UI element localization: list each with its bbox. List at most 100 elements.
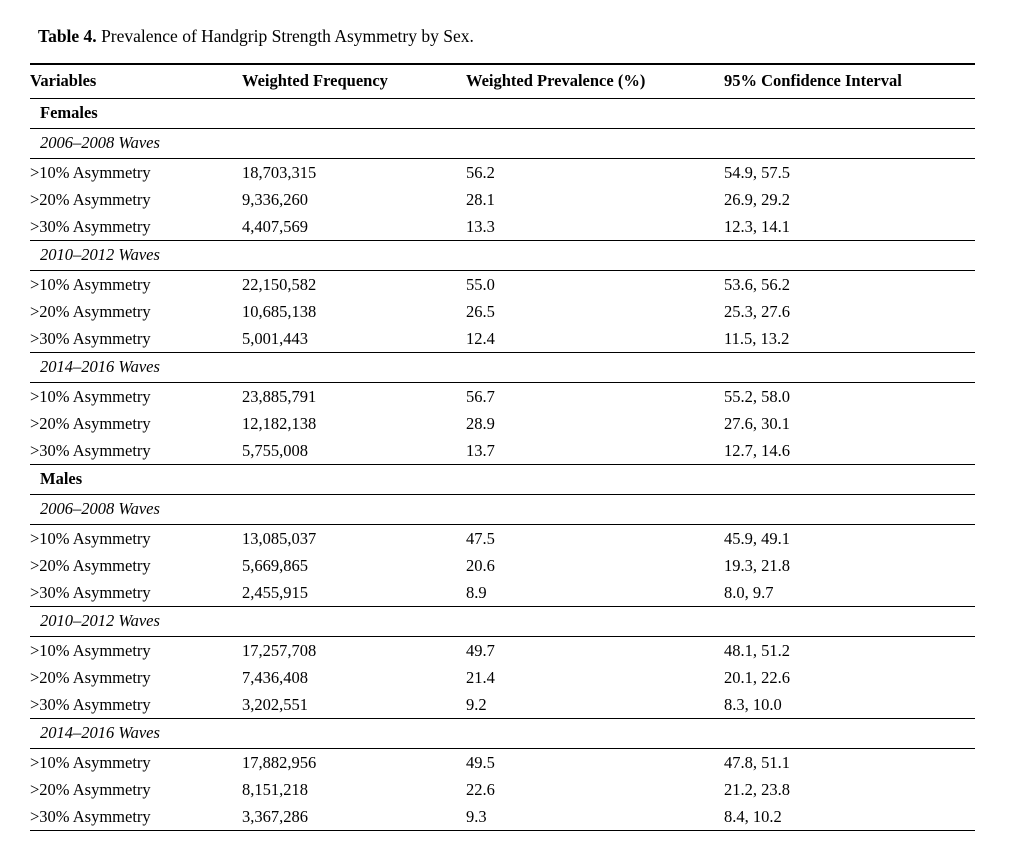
frequency-cell: 8,151,218 [242,779,308,799]
confidence-interval-cell: 12.3, 14.1 [724,212,975,241]
confidence-interval-cell: 45.9, 49.1 [724,528,790,548]
variable-cell: >20% Asymmetry [30,667,151,687]
sex-section-row: Males [30,464,975,495]
confidence-interval-cell: 19.3, 21.8 [724,555,790,575]
variable-cell: >30% Asymmetry [30,690,242,719]
variable-cell: >10% Asymmetry [30,752,151,772]
table-caption-label: Table 4. [38,26,97,46]
frequency-cell: 13,085,037 [242,528,317,548]
frequency-cell: 17,882,956 [242,752,317,772]
wave-subsection-header: 2006–2008 Waves [30,128,975,159]
frequency-cell: 4,407,569 [242,212,466,241]
table-row: >20% Asymmetry 12,182,138 28.9 27.6, 30.… [30,410,975,437]
table-row: >20% Asymmetry 7,436,408 21.4 20.1, 22.6 [30,664,975,691]
confidence-interval-cell: 8.3, 10.0 [724,690,975,719]
table-row: >20% Asymmetry 8,151,218 22.6 21.2, 23.8 [30,776,975,803]
frequency-cell: 10,685,138 [242,301,317,321]
table-row: >30% Asymmetry 2,455,915 8.9 8.0, 9.7 [30,578,975,607]
prevalence-cell: 22.6 [466,779,495,799]
prevalence-cell: 49.5 [466,752,495,772]
table-caption-text: Prevalence of Handgrip Strength Asymmetr… [96,26,474,46]
wave-subsection-row: 2006–2008 Waves [30,128,975,159]
prevalence-table: Variables Weighted Frequency Weighted Pr… [30,62,975,831]
frequency-cell: 5,755,008 [242,436,466,465]
frequency-cell: 12,182,138 [242,413,317,433]
frequency-cell: 5,001,443 [242,324,466,353]
confidence-interval-cell: 11.5, 13.2 [724,324,975,353]
wave-subsection-header: 2014–2016 Waves [30,352,975,383]
variable-cell: >30% Asymmetry [30,212,242,241]
prevalence-cell: 21.4 [466,667,495,687]
confidence-interval-cell: 53.6, 56.2 [724,274,790,294]
column-header-confidence-interval: 95% Confidence Interval [724,62,975,99]
confidence-interval-cell: 25.3, 27.6 [724,301,790,321]
prevalence-cell: 9.2 [466,690,724,719]
confidence-interval-cell: 12.7, 14.6 [724,436,975,465]
confidence-interval-cell: 8.0, 9.7 [724,578,975,607]
frequency-cell: 17,257,708 [242,640,317,660]
sex-section-header: Females [30,98,975,129]
table-row: >10% Asymmetry 23,885,791 56.7 55.2, 58.… [30,382,975,410]
frequency-cell: 3,367,286 [242,802,466,831]
prevalence-cell: 47.5 [466,528,495,548]
prevalence-cell: 9.3 [466,802,724,831]
variable-cell: >10% Asymmetry [30,386,151,406]
table-row: >10% Asymmetry 13,085,037 47.5 45.9, 49.… [30,524,975,552]
confidence-interval-cell: 48.1, 51.2 [724,640,790,660]
variable-cell: >20% Asymmetry [30,555,151,575]
table-row: >30% Asymmetry 5,001,443 12.4 11.5, 13.2 [30,324,975,353]
prevalence-cell: 56.7 [466,386,495,406]
frequency-cell: 2,455,915 [242,578,466,607]
variable-cell: >20% Asymmetry [30,301,151,321]
column-header-weighted-prevalence: Weighted Prevalence (%) [466,62,724,99]
wave-subsection-header: 2010–2012 Waves [30,606,975,637]
table-row: >10% Asymmetry 22,150,582 55.0 53.6, 56.… [30,270,975,298]
variable-cell: >10% Asymmetry [30,274,151,294]
wave-subsection-header: 2014–2016 Waves [30,718,975,749]
sex-section-header: Males [30,464,975,495]
confidence-interval-cell: 21.2, 23.8 [724,779,790,799]
variable-cell: >10% Asymmetry [30,162,151,182]
table-row: >30% Asymmetry 4,407,569 13.3 12.3, 14.1 [30,212,975,241]
frequency-cell: 3,202,551 [242,690,466,719]
wave-subsection-row: 2014–2016 Waves [30,718,975,749]
table-row: >20% Asymmetry 10,685,138 26.5 25.3, 27.… [30,298,975,325]
wave-subsection-row: 2010–2012 Waves [30,606,975,637]
table-row: >10% Asymmetry 17,882,956 49.5 47.8, 51.… [30,748,975,776]
prevalence-cell: 26.5 [466,301,495,321]
wave-subsection-row: 2010–2012 Waves [30,240,975,271]
prevalence-cell: 8.9 [466,578,724,607]
frequency-cell: 22,150,582 [242,274,317,294]
table-row: >20% Asymmetry 9,336,260 28.1 26.9, 29.2 [30,186,975,213]
confidence-interval-cell: 55.2, 58.0 [724,386,790,406]
confidence-interval-cell: 8.4, 10.2 [724,802,975,831]
prevalence-cell: 49.7 [466,640,495,660]
prevalence-cell: 28.9 [466,413,495,433]
variable-cell: >30% Asymmetry [30,578,242,607]
confidence-interval-cell: 27.6, 30.1 [724,413,790,433]
confidence-interval-cell: 54.9, 57.5 [724,162,790,182]
table-row: >20% Asymmetry 5,669,865 20.6 19.3, 21.8 [30,552,975,579]
frequency-cell: 23,885,791 [242,386,317,406]
sex-section-row: Females [30,98,975,129]
confidence-interval-cell: 47.8, 51.1 [724,752,790,772]
frequency-cell: 5,669,865 [242,555,308,575]
frequency-cell: 7,436,408 [242,667,308,687]
variable-cell: >10% Asymmetry [30,528,151,548]
prevalence-cell: 20.6 [466,555,495,575]
table-header-row: Variables Weighted Frequency Weighted Pr… [30,62,975,99]
table-row: >10% Asymmetry 17,257,708 49.7 48.1, 51.… [30,636,975,664]
column-header-weighted-frequency: Weighted Frequency [242,62,466,99]
frequency-cell: 18,703,315 [242,162,317,182]
table-row: >30% Asymmetry 3,202,551 9.2 8.3, 10.0 [30,690,975,719]
wave-subsection-header: 2006–2008 Waves [30,494,975,525]
column-header-variables: Variables [30,62,242,99]
table-row: >30% Asymmetry 3,367,286 9.3 8.4, 10.2 [30,802,975,831]
variable-cell: >20% Asymmetry [30,413,151,433]
wave-subsection-row: 2006–2008 Waves [30,494,975,525]
variable-cell: >20% Asymmetry [30,779,151,799]
table-row: >30% Asymmetry 5,755,008 13.7 12.7, 14.6 [30,436,975,465]
confidence-interval-cell: 26.9, 29.2 [724,189,790,209]
table-row: >10% Asymmetry 18,703,315 56.2 54.9, 57.… [30,158,975,186]
